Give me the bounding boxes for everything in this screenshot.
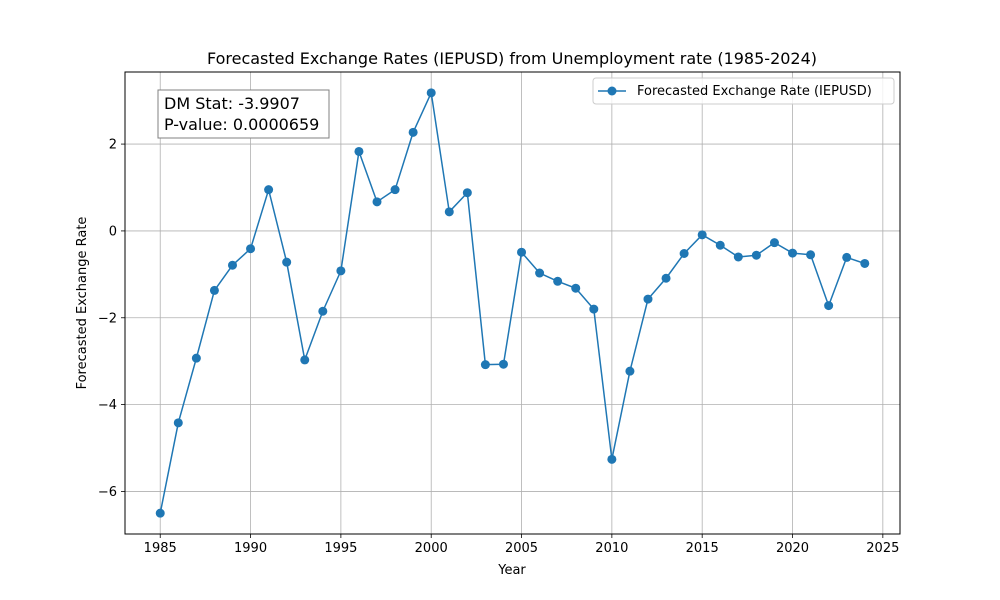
- series-line: [159, 92, 866, 514]
- data-point: [246, 244, 256, 254]
- grid-lines: [125, 72, 900, 534]
- y-tick-label: −6: [98, 485, 117, 500]
- x-axis-label: Year: [497, 563, 526, 578]
- x-tick-label: 2000: [415, 541, 448, 556]
- data-point: [697, 230, 707, 240]
- x-tick-label: 1990: [234, 541, 267, 556]
- data-point: [498, 359, 508, 369]
- data-point: [625, 366, 635, 376]
- x-tick-label: 2020: [776, 541, 809, 556]
- data-point: [788, 248, 798, 258]
- plot-frame: [124, 71, 901, 535]
- data-point: [643, 294, 653, 304]
- data-point: [589, 304, 599, 314]
- data-point: [372, 197, 382, 207]
- data-point: [824, 301, 834, 311]
- data-point: [806, 250, 816, 260]
- data-point: [209, 285, 219, 295]
- data-point: [517, 247, 527, 257]
- p-value-text: P-value: 0.0000659: [164, 115, 319, 134]
- y-axis-label: Forecasted Exchange Rate: [75, 217, 90, 390]
- x-tick-label: 1995: [324, 541, 357, 556]
- data-point: [155, 508, 165, 518]
- data-point: [300, 355, 310, 365]
- legend-box: [592, 77, 895, 105]
- data-point: [462, 188, 472, 198]
- data-point: [661, 273, 671, 283]
- series-layer: [155, 88, 870, 518]
- chart-title: Forecasted Exchange Rates (IEPUSD) from …: [207, 49, 817, 68]
- data-point: [715, 240, 725, 250]
- data-point: [264, 185, 274, 195]
- data-point: [227, 260, 237, 270]
- data-point: [751, 250, 761, 260]
- x-axis-ticks: 1985 1990 1995 2000 2005 2010 2015 2020 2025: [144, 534, 899, 556]
- x-tick-label: 2005: [505, 541, 538, 556]
- data-point: [408, 127, 418, 137]
- legend-label: Forecasted Exchange Rate (IEPUSD): [637, 84, 872, 99]
- data-point: [354, 146, 364, 156]
- data-point: [191, 353, 201, 363]
- data-point: [426, 88, 436, 98]
- data-point: [480, 360, 490, 370]
- data-point: [860, 258, 870, 268]
- dm-stat-text: DM Stat: -3.9907: [164, 94, 300, 113]
- y-tick-label: −4: [98, 398, 117, 413]
- legend-marker-swatch: [607, 86, 617, 96]
- data-point: [282, 257, 292, 267]
- data-point: [607, 454, 617, 464]
- data-point: [733, 252, 743, 262]
- x-tick-label: 1985: [144, 541, 177, 556]
- data-point: [769, 238, 779, 248]
- stats-annotation: DM Stat: -3.9907 P-value: 0.0000659: [157, 89, 330, 139]
- data-point: [390, 185, 400, 195]
- y-tick-label: 0: [109, 224, 117, 239]
- data-point: [553, 276, 563, 286]
- data-point: [318, 306, 328, 316]
- data-point: [444, 207, 454, 217]
- x-tick-label: 2010: [595, 541, 628, 556]
- x-tick-label: 2015: [686, 541, 719, 556]
- annotation-box: [157, 89, 330, 139]
- y-tick-label: 2: [109, 138, 117, 153]
- data-point: [571, 283, 581, 293]
- legend: Forecasted Exchange Rate (IEPUSD): [592, 77, 895, 105]
- data-point: [173, 418, 183, 428]
- data-point: [679, 249, 689, 258]
- data-point: [842, 252, 852, 262]
- y-axis-ticks: −6 −4 −2 0 2: [98, 138, 125, 500]
- x-tick-label: 2025: [866, 541, 899, 556]
- y-tick-label: −2: [98, 311, 117, 326]
- data-point: [336, 266, 346, 276]
- data-point: [535, 268, 545, 278]
